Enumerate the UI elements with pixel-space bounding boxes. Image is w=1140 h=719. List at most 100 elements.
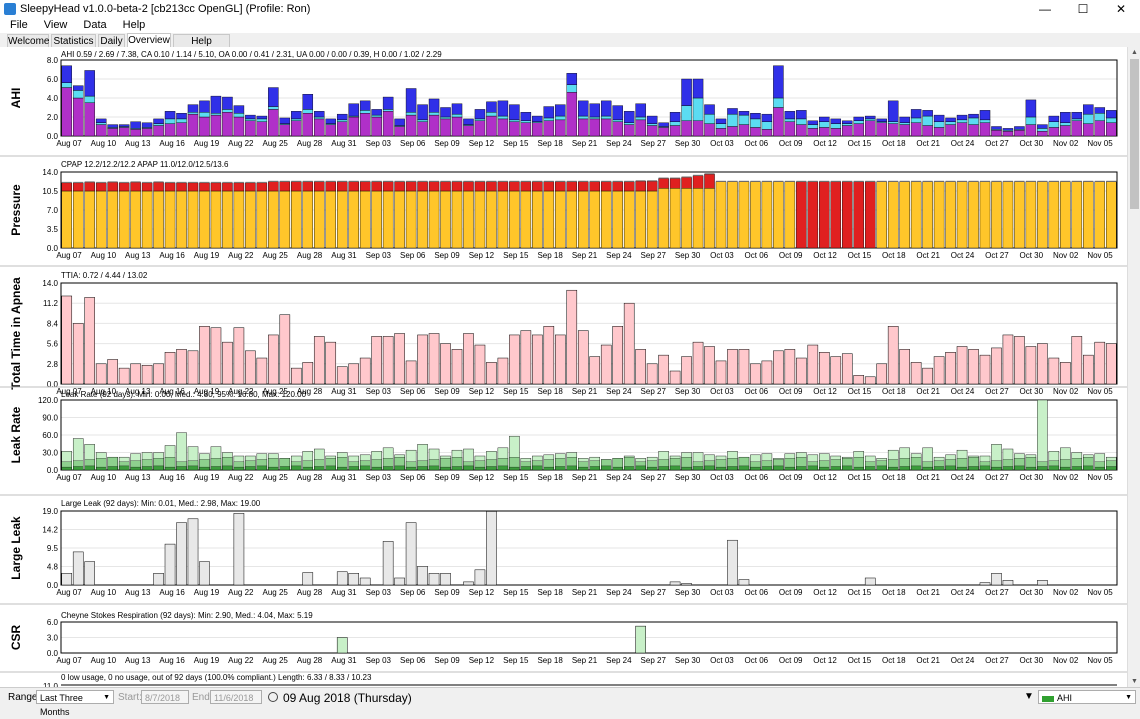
bar-segment	[842, 125, 853, 137]
x-tick-label: Oct 09	[779, 387, 803, 396]
chart-panel-2: Pressure CPAP 12.2/12.2/12.2 APAP 11.0/12…	[0, 160, 1127, 267]
bar-segment	[887, 121, 899, 124]
bar-segment	[497, 115, 509, 120]
pressure-bar	[61, 190, 72, 249]
bar	[130, 363, 141, 385]
bar-segment	[359, 100, 371, 111]
pressure-top-segment	[84, 182, 95, 192]
x-tick-label: Aug 22	[228, 387, 254, 396]
leak-median-bar	[451, 466, 463, 471]
tab-overview[interactable]: Overview	[127, 33, 171, 48]
bar-segment	[1071, 118, 1083, 122]
bar-segment	[991, 130, 1002, 137]
tab-daily[interactable]: Daily	[98, 34, 125, 47]
bar-segment	[187, 113, 199, 137]
bar-segment	[658, 127, 669, 137]
pressure-bar	[256, 190, 268, 249]
panel-subtitle: Large Leak (92 days): Min: 0.01, Med.: 2…	[61, 499, 261, 508]
leak-median-bar	[1071, 466, 1083, 471]
bar	[681, 356, 692, 385]
bar-segment	[382, 109, 394, 112]
charts-svg: AHI AHI 0.59 / 2.69 / 7.38, CA 0.10 / 1.1…	[0, 50, 1127, 691]
bar	[589, 356, 601, 385]
start-date-field[interactable]: 8/7/2018	[141, 690, 189, 704]
pressure-top-segment	[692, 175, 704, 189]
tab-statistics[interactable]: Statistics	[51, 34, 96, 47]
calendar-icon[interactable]	[268, 692, 278, 702]
pressure-bar	[991, 181, 1002, 249]
pressure-top-segment	[474, 181, 486, 192]
scroll-up-icon[interactable]: ▲	[1131, 49, 1138, 56]
pressure-bar	[371, 190, 382, 249]
bar-segment	[394, 126, 405, 137]
x-tick-label: Nov 02	[1053, 139, 1079, 148]
bar-segment	[1071, 112, 1083, 120]
x-tick-label: Aug 07	[56, 139, 82, 148]
tab-help-browser[interactable]: Help Browser	[173, 34, 230, 60]
leak-median-bar	[440, 466, 451, 471]
x-tick-label: Sep 03	[366, 139, 392, 148]
x-tick-label: Aug 10	[91, 656, 117, 665]
bar	[336, 637, 348, 654]
x-tick-label: Oct 09	[779, 251, 803, 260]
pressure-bar	[130, 190, 141, 249]
bar	[922, 367, 933, 385]
bar-segment	[761, 121, 773, 130]
end-date-field[interactable]: 11/6/2018	[210, 690, 262, 704]
tab-bar: Welcome Statistics Daily Overview Help B…	[0, 33, 1140, 60]
menu-file[interactable]: File	[10, 19, 28, 31]
bar-segment	[84, 70, 95, 97]
bar	[532, 334, 543, 385]
pressure-top-segment	[153, 182, 164, 192]
scroll-down-icon[interactable]: ▼	[1131, 678, 1138, 685]
bar	[1071, 336, 1083, 385]
bar-segment	[658, 122, 669, 127]
vertical-scrollbar[interactable]: ▲ ▼	[1127, 47, 1140, 687]
bar	[956, 346, 968, 385]
bar	[268, 334, 279, 385]
pressure-top-segment	[72, 182, 84, 192]
tab-welcome[interactable]: Welcome	[7, 34, 50, 47]
bar-segment	[1014, 130, 1025, 137]
menu-data[interactable]: Data	[83, 19, 107, 31]
bar-segment	[1025, 99, 1037, 118]
bar-segment	[371, 116, 382, 137]
leak-median-bar	[1014, 465, 1025, 471]
x-tick-label: Oct 24	[951, 588, 975, 597]
bar-segment	[578, 118, 589, 137]
plot-frame	[60, 59, 1118, 137]
minimize-button[interactable]: —	[1039, 2, 1051, 16]
range-select[interactable]: Last Three Months ▼	[36, 690, 114, 717]
close-button[interactable]: ✕	[1115, 2, 1127, 16]
pressure-bar	[497, 190, 509, 249]
pressure-bar	[727, 181, 738, 249]
pressure-top-segment	[589, 181, 600, 192]
scroll-thumb[interactable]	[1130, 59, 1139, 209]
x-tick-label: Sep 18	[537, 387, 563, 396]
bar	[543, 326, 555, 385]
x-tick-label: Sep 18	[537, 251, 563, 260]
panel-subtitle: CPAP 12.2/12.2/12.2 APAP 11.0/12.0/12.5/…	[61, 160, 229, 169]
chart-panel-6: CSR Cheyne Stokes Respiration (92 days): …	[0, 611, 1127, 673]
graph-menu-chevron-icon[interactable]: ▼	[1024, 691, 1034, 702]
bar-segment	[876, 118, 887, 122]
pressure-top-segment	[520, 181, 532, 192]
bar	[474, 344, 486, 385]
menu-help[interactable]: Help	[122, 19, 146, 31]
bar-segment	[130, 121, 141, 129]
bar-segment	[245, 120, 256, 137]
x-tick-label: Oct 15	[848, 656, 872, 665]
x-tick-label: Sep 06	[400, 656, 426, 665]
bar-segment	[1048, 127, 1060, 137]
leak-median-bar	[61, 466, 72, 471]
x-tick-label: Sep 30	[675, 387, 701, 396]
leak-median-bar	[979, 465, 991, 471]
bar-segment	[968, 113, 979, 119]
menu-view[interactable]: View	[43, 19, 68, 31]
x-tick-label: Aug 07	[56, 656, 82, 665]
bar-segment	[578, 115, 589, 120]
x-tick-label: Sep 27	[641, 473, 667, 482]
maximize-button[interactable]: ☐	[1077, 2, 1089, 16]
graph-select[interactable]: AHI ▼	[1038, 690, 1136, 704]
bar-segment	[842, 123, 853, 126]
